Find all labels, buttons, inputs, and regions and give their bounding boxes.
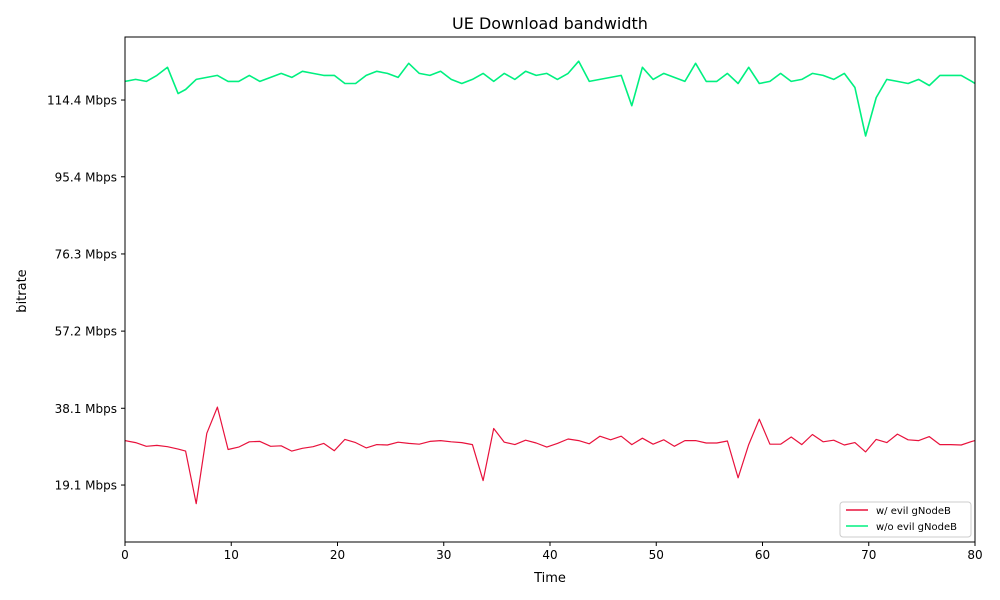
x-tick-label: 80: [967, 548, 982, 562]
x-tick-label: 60: [755, 548, 770, 562]
plot-frame: [124, 36, 976, 543]
x-axis: 0 10 20 30 40 50 60 70 80: [121, 542, 983, 562]
series-line-0: [124, 406, 976, 505]
y-tick-label: 38.1 Mbps: [55, 402, 117, 416]
y-tick-label: 95.4 Mbps: [55, 170, 117, 184]
x-tick-label: 70: [861, 548, 876, 562]
legend-label-w-evil: w/ evil gNodeB: [876, 506, 951, 517]
x-tick-label: 0: [121, 548, 129, 562]
legend-box: [839, 501, 972, 538]
x-tick-label: 30: [436, 548, 451, 562]
x-axis-label: Time: [533, 571, 566, 586]
x-tick-label: 50: [649, 548, 664, 562]
y-tick-label: 76.3 Mbps: [55, 247, 117, 261]
series-line-1: [124, 60, 976, 137]
x-tick-label: 40: [542, 548, 557, 562]
legend: w/ evil gNodeB w/o evil gNodeB: [839, 501, 972, 538]
y-axis-label: bitrate: [15, 269, 30, 312]
legend-label-wo-evil: w/o evil gNodeB: [876, 522, 957, 533]
y-tick-label: 57.2 Mbps: [55, 325, 117, 339]
y-axis: 19.1 Mbps 38.1 Mbps 57.2 Mbps 76.3 Mbps 95.4…: [47, 94, 125, 493]
y-tick-label: 19.1 Mbps: [55, 479, 117, 493]
x-tick-label: 20: [330, 548, 345, 562]
chart-title: UE Download bandwidth: [452, 14, 648, 33]
series-layer: [124, 60, 976, 505]
x-tick-label: 10: [224, 548, 239, 562]
y-tick-label: 114.4 Mbps: [47, 94, 117, 108]
